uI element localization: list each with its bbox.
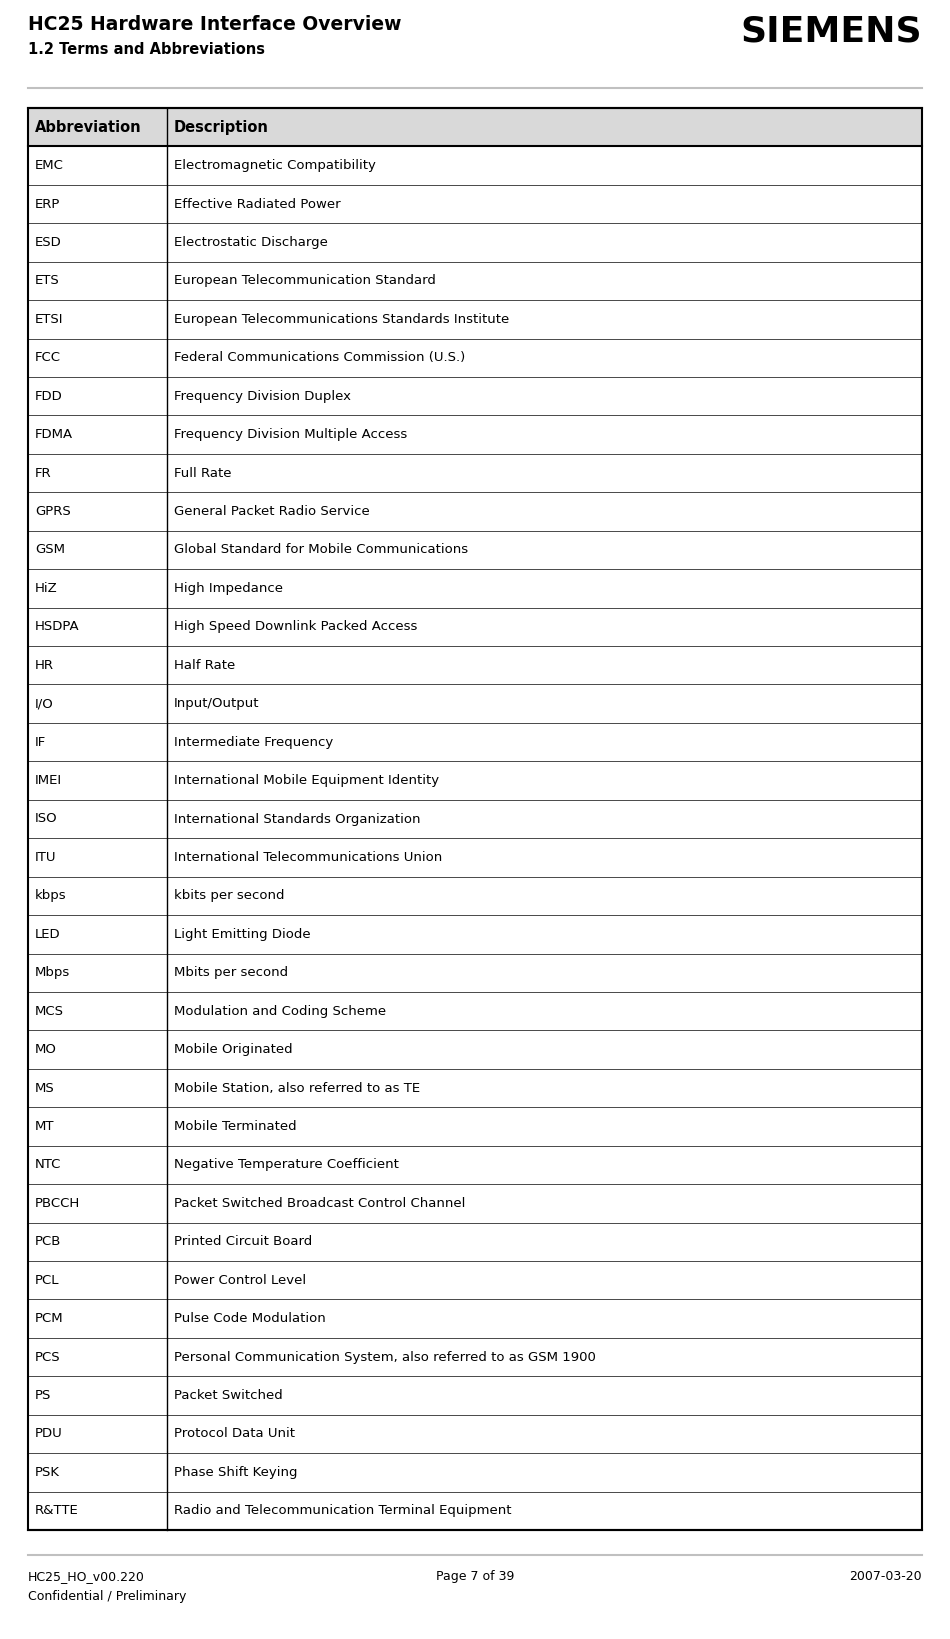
- Text: MO: MO: [35, 1042, 57, 1056]
- Text: Personal Communication System, also referred to as GSM 1900: Personal Communication System, also refe…: [174, 1351, 596, 1364]
- Text: Description: Description: [174, 120, 269, 134]
- Text: kbps: kbps: [35, 890, 66, 903]
- Text: FR: FR: [35, 467, 51, 480]
- Text: Printed Circuit Board: Printed Circuit Board: [174, 1236, 312, 1249]
- Text: High Speed Downlink Packed Access: High Speed Downlink Packed Access: [174, 620, 417, 633]
- Text: FDMA: FDMA: [35, 428, 73, 441]
- Text: Page 7 of 39: Page 7 of 39: [436, 1570, 514, 1583]
- Text: Frequency Division Duplex: Frequency Division Duplex: [174, 390, 351, 403]
- Text: Mbps: Mbps: [35, 967, 70, 978]
- Text: 1.2 Terms and Abbreviations: 1.2 Terms and Abbreviations: [28, 43, 265, 57]
- Bar: [28, 108, 922, 146]
- Text: kbits per second: kbits per second: [174, 890, 284, 903]
- Text: HC25_HO_v00.220: HC25_HO_v00.220: [28, 1570, 144, 1583]
- Text: ESD: ESD: [35, 236, 62, 249]
- Text: International Mobile Equipment Identity: International Mobile Equipment Identity: [174, 774, 439, 787]
- Text: PDU: PDU: [35, 1428, 63, 1441]
- Text: I/O: I/O: [35, 697, 54, 710]
- Text: R&TTE: R&TTE: [35, 1505, 79, 1518]
- Text: PSK: PSK: [35, 1465, 60, 1478]
- Text: Abbreviation: Abbreviation: [35, 120, 142, 134]
- Text: HSDPA: HSDPA: [35, 620, 80, 633]
- Text: Frequency Division Multiple Access: Frequency Division Multiple Access: [174, 428, 407, 441]
- Text: International Telecommunications Union: International Telecommunications Union: [174, 851, 442, 864]
- Text: Modulation and Coding Scheme: Modulation and Coding Scheme: [174, 1005, 386, 1018]
- Text: Mbits per second: Mbits per second: [174, 967, 288, 978]
- Text: Negative Temperature Coefficient: Negative Temperature Coefficient: [174, 1159, 398, 1172]
- Text: ISO: ISO: [35, 813, 58, 826]
- Text: PCL: PCL: [35, 1274, 60, 1287]
- Text: MCS: MCS: [35, 1005, 64, 1018]
- Text: ERP: ERP: [35, 198, 61, 210]
- Text: Input/Output: Input/Output: [174, 697, 259, 710]
- Text: Mobile Station, also referred to as TE: Mobile Station, also referred to as TE: [174, 1082, 420, 1095]
- Text: MT: MT: [35, 1119, 54, 1133]
- Text: Mobile Originated: Mobile Originated: [174, 1042, 293, 1056]
- Text: Confidential / Preliminary: Confidential / Preliminary: [28, 1590, 186, 1603]
- Text: Federal Communications Commission (U.S.): Federal Communications Commission (U.S.): [174, 351, 465, 364]
- Text: HR: HR: [35, 659, 54, 672]
- Text: Full Rate: Full Rate: [174, 467, 231, 480]
- Text: European Telecommunication Standard: European Telecommunication Standard: [174, 274, 435, 287]
- Text: IF: IF: [35, 736, 47, 749]
- Text: PCB: PCB: [35, 1236, 62, 1249]
- Text: Electromagnetic Compatibility: Electromagnetic Compatibility: [174, 159, 375, 172]
- Text: MS: MS: [35, 1082, 55, 1095]
- Text: International Standards Organization: International Standards Organization: [174, 813, 420, 826]
- Text: NTC: NTC: [35, 1159, 62, 1172]
- Text: PS: PS: [35, 1388, 51, 1401]
- Text: Effective Radiated Power: Effective Radiated Power: [174, 198, 340, 210]
- Text: FDD: FDD: [35, 390, 63, 403]
- Text: PBCCH: PBCCH: [35, 1196, 80, 1210]
- Text: LED: LED: [35, 928, 61, 941]
- Text: PCM: PCM: [35, 1313, 64, 1324]
- Text: ETSI: ETSI: [35, 313, 64, 326]
- Text: Power Control Level: Power Control Level: [174, 1274, 306, 1287]
- Bar: [28, 108, 922, 1529]
- Text: Electrostatic Discharge: Electrostatic Discharge: [174, 236, 328, 249]
- Text: IMEI: IMEI: [35, 774, 62, 787]
- Text: HiZ: HiZ: [35, 582, 58, 595]
- Text: ETS: ETS: [35, 274, 60, 287]
- Text: Global Standard for Mobile Communications: Global Standard for Mobile Communication…: [174, 544, 467, 557]
- Text: Mobile Terminated: Mobile Terminated: [174, 1119, 296, 1133]
- Text: Half Rate: Half Rate: [174, 659, 235, 672]
- Text: Intermediate Frequency: Intermediate Frequency: [174, 736, 332, 749]
- Text: Pulse Code Modulation: Pulse Code Modulation: [174, 1313, 325, 1324]
- Text: Protocol Data Unit: Protocol Data Unit: [174, 1428, 294, 1441]
- Text: Light Emitting Diode: Light Emitting Diode: [174, 928, 311, 941]
- Text: HC25 Hardware Interface Overview: HC25 Hardware Interface Overview: [28, 15, 402, 34]
- Text: Packet Switched Broadcast Control Channel: Packet Switched Broadcast Control Channe…: [174, 1196, 465, 1210]
- Text: GPRS: GPRS: [35, 505, 70, 518]
- Text: SIEMENS: SIEMENS: [740, 15, 922, 49]
- Text: Packet Switched: Packet Switched: [174, 1388, 282, 1401]
- Text: Radio and Telecommunication Terminal Equipment: Radio and Telecommunication Terminal Equ…: [174, 1505, 511, 1518]
- Text: 2007-03-20: 2007-03-20: [849, 1570, 922, 1583]
- Text: ITU: ITU: [35, 851, 56, 864]
- Text: PCS: PCS: [35, 1351, 61, 1364]
- Text: High Impedance: High Impedance: [174, 582, 282, 595]
- Text: FCC: FCC: [35, 351, 61, 364]
- Text: GSM: GSM: [35, 544, 65, 557]
- Text: General Packet Radio Service: General Packet Radio Service: [174, 505, 370, 518]
- Text: European Telecommunications Standards Institute: European Telecommunications Standards In…: [174, 313, 509, 326]
- Text: EMC: EMC: [35, 159, 64, 172]
- Text: Phase Shift Keying: Phase Shift Keying: [174, 1465, 297, 1478]
